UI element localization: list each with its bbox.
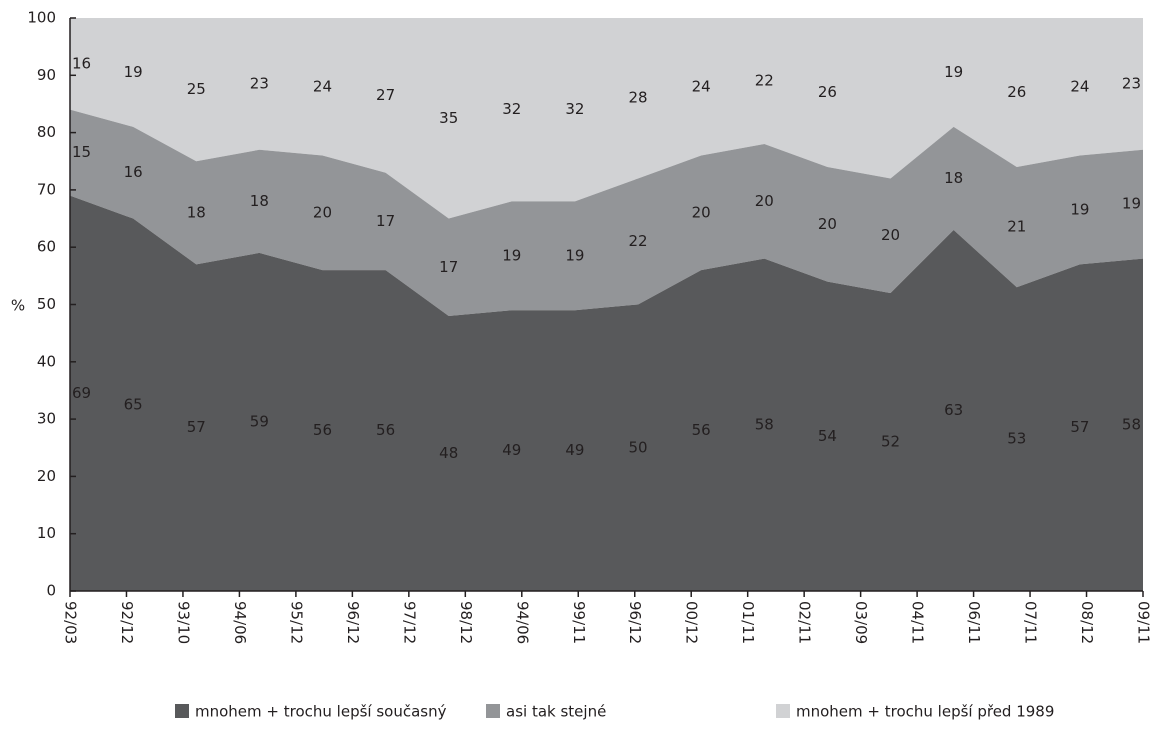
data-label: 19	[124, 63, 143, 81]
data-label: 32	[502, 100, 521, 118]
data-label: 18	[944, 169, 963, 187]
data-label: 20	[881, 226, 900, 244]
data-label: 17	[376, 212, 395, 230]
data-label: 24	[313, 77, 332, 95]
data-label: 65	[124, 395, 143, 413]
x-tick-label: 00/12	[683, 601, 701, 644]
area	[70, 109, 1143, 316]
data-label: 23	[1122, 74, 1141, 92]
data-label: 16	[72, 54, 91, 72]
y-tick-label: 10	[37, 524, 56, 542]
data-label: 35	[439, 109, 458, 127]
y-tick-label: 50	[37, 295, 56, 313]
data-label: 19	[1122, 195, 1141, 213]
data-label: 50	[629, 438, 648, 456]
data-label: 20	[313, 203, 332, 221]
data-label: 26	[1007, 83, 1026, 101]
data-label: 19	[944, 63, 963, 81]
x-tick-label: 02/11	[796, 601, 814, 644]
x-tick-label: 93/10	[174, 601, 192, 644]
data-label: 19	[565, 246, 584, 264]
area	[70, 18, 1143, 219]
y-tick-label: 40	[37, 352, 56, 370]
legend-swatch	[486, 704, 500, 718]
data-label: 53	[1007, 430, 1026, 448]
y-tick-label: 60	[37, 238, 56, 256]
x-tick-label: 08/12	[1078, 601, 1096, 644]
x-tick-label: 99/11	[570, 601, 588, 644]
legend-label: mnohem + trochu lepší současný	[195, 703, 447, 721]
data-label: 20	[692, 203, 711, 221]
data-label: 17	[439, 258, 458, 276]
x-tick-label: 97/12	[400, 601, 418, 644]
x-tick-label: 04/11	[909, 601, 927, 644]
y-tick-label: 70	[37, 180, 56, 198]
data-label: 27	[376, 86, 395, 104]
data-label: 24	[1070, 77, 1089, 95]
data-label: 56	[313, 421, 332, 439]
x-tick-label: 03/09	[852, 601, 870, 644]
x-tick-label: 94/06	[513, 601, 531, 644]
data-label: 16	[124, 163, 143, 181]
data-label: 19	[502, 246, 521, 264]
data-label: 20	[818, 215, 837, 233]
data-label: 54	[818, 427, 837, 445]
data-label: 56	[692, 421, 711, 439]
y-tick-label: 30	[37, 410, 56, 428]
data-label: 22	[755, 72, 774, 90]
data-label: 23	[250, 74, 269, 92]
data-label: 57	[187, 418, 206, 436]
data-label: 63	[944, 401, 963, 419]
legend-swatch	[776, 704, 790, 718]
data-label: 57	[1070, 418, 1089, 436]
data-label: 22	[629, 232, 648, 250]
data-label: 56	[376, 421, 395, 439]
legend-label: mnohem + trochu lepší před 1989	[796, 703, 1054, 721]
data-label: 25	[187, 80, 206, 98]
data-label: 58	[1122, 415, 1141, 433]
y-tick-label: 80	[37, 123, 56, 141]
data-label: 18	[250, 192, 269, 210]
y-axis-label: %	[11, 297, 25, 315]
legend-swatch	[175, 704, 189, 718]
data-label: 49	[502, 441, 521, 459]
data-label: 19	[1070, 200, 1089, 218]
y-tick-label: 90	[37, 66, 56, 84]
data-label: 69	[72, 384, 91, 402]
data-label: 52	[881, 433, 900, 451]
data-label: 18	[187, 203, 206, 221]
x-tick-label: 06/11	[965, 601, 983, 644]
data-label: 24	[692, 77, 711, 95]
data-label: 20	[755, 192, 774, 210]
y-tick-label: 0	[46, 582, 56, 600]
y-tick-label: 20	[37, 467, 56, 485]
data-label: 58	[755, 415, 774, 433]
data-label: 59	[250, 412, 269, 430]
x-tick-label: 01/11	[739, 601, 757, 644]
data-label: 15	[72, 143, 91, 161]
data-label: 48	[439, 444, 458, 462]
area	[70, 195, 1143, 591]
x-tick-label: 96/12	[344, 601, 362, 644]
x-tick-label: 96/12	[626, 601, 644, 644]
x-tick-label: 92/03	[62, 601, 80, 644]
data-label: 21	[1007, 218, 1026, 236]
data-label: 49	[565, 441, 584, 459]
x-tick-label: 98/12	[457, 601, 475, 644]
y-tick-label: 100	[27, 9, 56, 27]
data-label: 28	[629, 89, 648, 107]
data-label: 26	[818, 83, 837, 101]
data-label: 32	[565, 100, 584, 118]
legend-label: asi tak stejné	[506, 703, 606, 721]
x-tick-label: 95/12	[287, 601, 305, 644]
x-tick-label: 09/11	[1135, 601, 1152, 644]
x-tick-label: 92/12	[118, 601, 136, 644]
x-tick-label: 94/06	[231, 601, 249, 644]
x-tick-label: 07/11	[1022, 601, 1040, 644]
